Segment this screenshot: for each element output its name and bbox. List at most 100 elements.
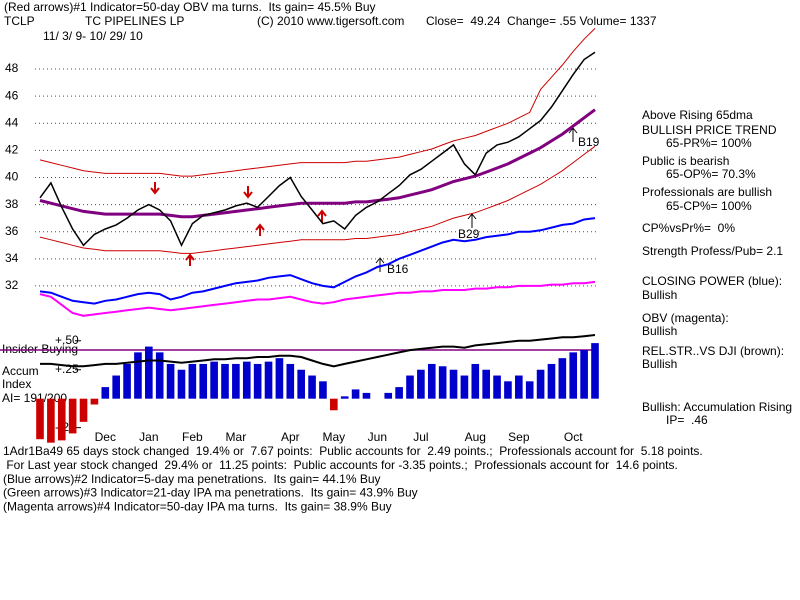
bar (330, 398, 338, 411)
y-tick-label: 36 (5, 224, 19, 238)
x-tick-label: Jan (139, 430, 158, 444)
bar (101, 387, 110, 399)
bar (525, 381, 534, 399)
bar (504, 381, 512, 399)
bar (471, 363, 480, 399)
bar (264, 361, 273, 399)
y-tick-label: 40 (5, 170, 19, 184)
bar (90, 398, 99, 405)
side-note: Bullish: Accumulation Rising (642, 400, 792, 414)
panel-label: Insider Buying (2, 342, 78, 356)
quote: Close= 49.24 Change= .55 Volume= 1337 (426, 14, 657, 28)
signal-arrows (150, 127, 578, 272)
side-note: BULLISH PRICE TREND (642, 123, 777, 137)
bar (406, 375, 414, 399)
bar (210, 361, 218, 399)
red-arrow (317, 209, 327, 222)
x-tick-label: Feb (182, 430, 203, 444)
y-tick-label: 44 (5, 115, 19, 129)
bar (221, 363, 229, 399)
bar (253, 363, 262, 399)
side-note: Public is bearish (642, 154, 729, 168)
series-line (39, 145, 596, 254)
red-arrow (243, 186, 253, 199)
y-tick-label: 46 (5, 88, 19, 102)
panel-label: Accum (2, 364, 39, 378)
bar (275, 358, 284, 399)
footer-line: (Magenta arrows)#4 Indicator=50-day IPA … (3, 499, 392, 513)
y-tick-label: 34 (5, 251, 19, 265)
side-note: Professionals are bullish (642, 185, 772, 199)
y-tick-label: 48 (5, 61, 19, 75)
side-note: IP= .46 (666, 413, 708, 427)
x-tick-label: Dec (95, 430, 116, 444)
symbol: TCLP (4, 14, 35, 28)
bar (351, 389, 360, 399)
buy-arrow (375, 257, 385, 272)
x-tick-label: Apr (281, 430, 300, 444)
annotation: B16 (387, 262, 409, 276)
bar (362, 392, 371, 399)
footer-line: 1Adr1Ba49 65 days stock changed 19.4% or… (3, 444, 703, 458)
bar (199, 363, 208, 399)
panel-label: AI= 191/200 (2, 391, 67, 405)
side-note: Strength Profess/Pub= 2.1 (642, 244, 783, 258)
x-tick-label: Oct (564, 430, 583, 444)
annotation: B29 (458, 227, 480, 241)
bar (547, 363, 556, 399)
x-tick-label: Aug (465, 430, 486, 444)
bar (308, 375, 316, 399)
side-note: Bullish (642, 288, 677, 302)
header-line: (Red arrows)#1 Indicator=50-day OBV ma t… (4, 0, 376, 14)
bar (493, 375, 501, 399)
footer-line: (Blue arrows)#2 Indicator=5-day ma penet… (3, 472, 381, 486)
bar (580, 350, 588, 399)
x-tick-label: Sep (508, 430, 530, 444)
x-tick-label: Jun (368, 430, 387, 444)
bar (177, 369, 186, 399)
bar (188, 363, 197, 399)
x-tick-label: Jul (413, 430, 428, 444)
bar (438, 366, 447, 399)
bar (232, 363, 240, 399)
bar (569, 352, 578, 399)
series-line (39, 51, 596, 248)
bar (123, 363, 131, 399)
bar (57, 398, 66, 441)
bar (68, 398, 77, 434)
series-line (39, 280, 596, 317)
copyright: (C) 2010 www.tigersoft.com (257, 14, 404, 28)
y-tick-label: 32 (5, 278, 19, 292)
y-tick-label: 42 (5, 143, 19, 157)
bar (427, 363, 436, 399)
footer-line: For Last year stock changed 29.4% or 11.… (3, 458, 678, 472)
bar (134, 352, 142, 399)
bar (591, 343, 599, 399)
side-note: Bullish (642, 324, 677, 338)
bar (395, 387, 403, 399)
x-tick-label: May (322, 430, 345, 444)
bar (242, 361, 251, 399)
side-note: Bullish (642, 357, 677, 371)
side-note: Above Rising 65dma (642, 108, 753, 122)
y-tick-label: +.50 (55, 333, 79, 347)
bar (79, 398, 88, 422)
series-line (39, 28, 596, 177)
bar (155, 352, 164, 399)
x-tick-label: Mar (226, 430, 247, 444)
bar (460, 375, 469, 399)
bar (319, 381, 327, 399)
bar (297, 369, 305, 399)
red-arrow (255, 223, 265, 236)
bar (145, 346, 153, 399)
side-note: 65-CP%= 100% (666, 199, 752, 213)
series-line (39, 217, 596, 305)
annotation: B19 (578, 135, 600, 149)
y-tick-label: 38 (5, 197, 19, 211)
footer-line: (Green arrows)#3 Indicator=21-day IPA ma… (3, 486, 418, 500)
bar (36, 398, 44, 440)
bar (384, 392, 393, 399)
bar (286, 363, 295, 399)
company: TC PIPELINES LP (85, 14, 184, 28)
